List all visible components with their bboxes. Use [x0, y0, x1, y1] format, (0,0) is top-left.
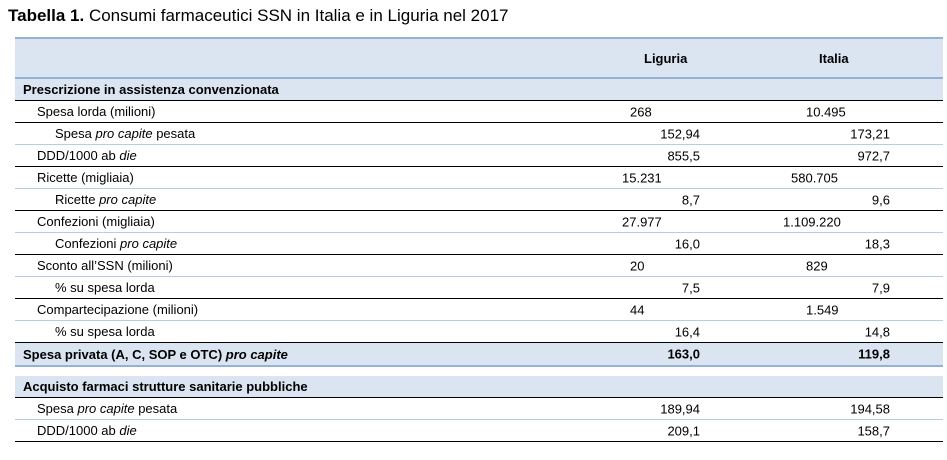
section-label: Prescrizione in assistenza convenzionata — [15, 78, 943, 101]
cell-italia: 7,9 — [736, 276, 943, 299]
row-label: % su spesa lorda — [15, 276, 546, 299]
cell-italia: 1.549 — [736, 298, 943, 321]
table-row: DDD/1000 ab die 855,5 972,7 — [15, 144, 943, 167]
row-label: % su spesa lorda — [15, 320, 546, 343]
table-row: % su spesa lorda 7,5 7,9 — [15, 276, 943, 299]
cell-italia: 158,7 — [736, 419, 943, 442]
row-label: Spesa lorda (milioni) — [15, 100, 546, 123]
header-row: Liguria Italia — [15, 37, 943, 79]
row-label: Ricette pro capite — [15, 188, 546, 211]
cell-italia: 14,8 — [736, 320, 943, 343]
table-row: Compartecipazione (milioni) 44 1.549 — [15, 298, 943, 321]
cell-italia: 194,58 — [736, 397, 943, 420]
row-label: Confezioni (migliaia) — [15, 210, 546, 233]
cell-liguria: 15.231 — [546, 166, 736, 189]
table-row: Confezioni pro capite 16,0 18,3 — [15, 232, 943, 255]
cell-italia: 972,7 — [736, 144, 943, 167]
cell-italia: 18,3 — [736, 232, 943, 255]
cell-italia: 829 — [736, 254, 943, 277]
cell-liguria: 27.977 — [546, 210, 736, 233]
row-label: Spesa privata (A, C, SOP e OTC) pro capi… — [15, 342, 546, 367]
table-title-prefix: Tabella 1. — [8, 6, 85, 25]
table-row: Ricette (migliaia) 15.231 580.705 — [15, 166, 943, 189]
cell-italia: 173,21 — [736, 122, 943, 145]
section-label: Acquisto farmaci strutture sanitarie pub… — [15, 376, 943, 398]
row-label: Compartecipazione (milioni) — [15, 298, 546, 321]
table-row: % su spesa lorda 16,4 14,8 — [15, 320, 943, 343]
cell-liguria: 7,5 — [546, 276, 736, 299]
table-title-text: Consumi farmaceutici SSN in Italia e in … — [88, 6, 509, 25]
cell-liguria: 16,4 — [546, 320, 736, 343]
section-header-row: Acquisto farmaci strutture sanitarie pub… — [15, 376, 943, 398]
cell-italia: 1.109.220 — [736, 210, 943, 233]
header-label-cell — [15, 37, 546, 79]
row-label: Confezioni pro capite — [15, 232, 546, 255]
table-row: Spesa lorda (milioni) 268 10.495 — [15, 100, 943, 123]
cell-italia: 10.495 — [736, 100, 943, 123]
header-liguria: Liguria — [546, 37, 736, 79]
spacer-row — [15, 366, 943, 376]
cell-italia: 9,6 — [736, 188, 943, 211]
table-row: Sconto all’SSN (milioni) 20 829 — [15, 254, 943, 277]
cell-liguria: 268 — [546, 100, 736, 123]
cell-liguria: 44 — [546, 298, 736, 321]
cell-liguria: 8,7 — [546, 188, 736, 211]
private-spending-row: Spesa privata (A, C, SOP e OTC) pro capi… — [15, 342, 943, 367]
header-italia: Italia — [736, 37, 943, 79]
row-label: Spesa pro capite pesata — [15, 122, 546, 145]
table-row: Ricette pro capite 8,7 9,6 — [15, 188, 943, 211]
row-label: DDD/1000 ab die — [15, 144, 546, 167]
row-label: DDD/1000 ab die — [15, 419, 546, 442]
cell-liguria: 855,5 — [546, 144, 736, 167]
table-title: Tabella 1. Consumi farmaceutici SSN in I… — [8, 5, 509, 27]
cell-liguria: 20 — [546, 254, 736, 277]
section-header-row: Prescrizione in assistenza convenzionata — [15, 78, 943, 101]
table-row: DDD/1000 ab die 209,1 158,7 — [15, 419, 943, 442]
cell-liguria: 163,0 — [546, 342, 736, 367]
data-table: Liguria Italia Prescrizione in assistenz… — [15, 37, 943, 442]
cell-liguria: 189,94 — [546, 397, 736, 420]
cell-liguria: 152,94 — [546, 122, 736, 145]
table-row: Spesa pro capite pesata 152,94 173,21 — [15, 122, 943, 145]
cell-liguria: 16,0 — [546, 232, 736, 255]
row-label: Ricette (migliaia) — [15, 166, 546, 189]
cell-italia: 119,8 — [736, 342, 943, 367]
table-row: Spesa pro capite pesata 189,94 194,58 — [15, 397, 943, 420]
table-row: Confezioni (migliaia) 27.977 1.109.220 — [15, 210, 943, 233]
row-label: Sconto all’SSN (milioni) — [15, 254, 546, 277]
cell-liguria: 209,1 — [546, 419, 736, 442]
row-label: Spesa pro capite pesata — [15, 397, 546, 420]
cell-italia: 580.705 — [736, 166, 943, 189]
